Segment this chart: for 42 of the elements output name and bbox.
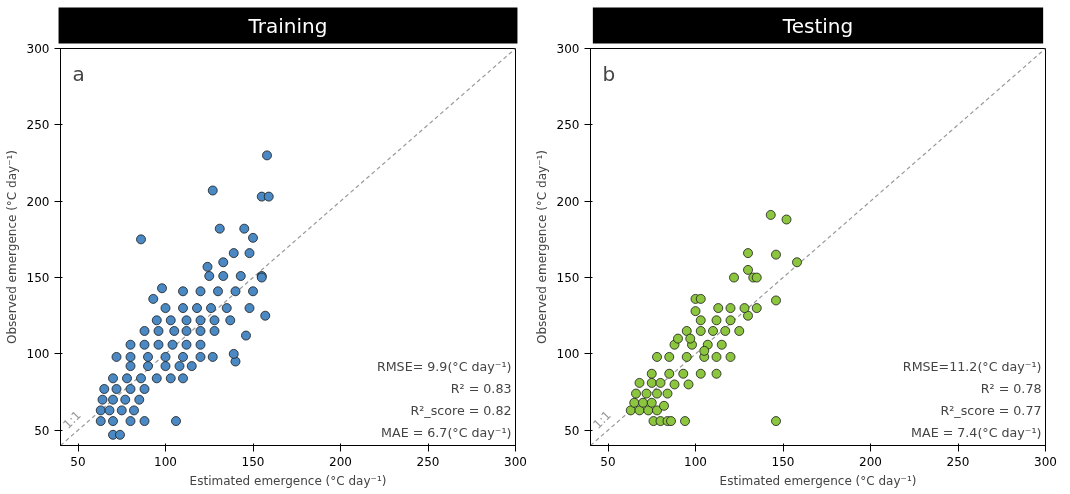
y-tick-label: 100: [556, 347, 580, 362]
annotation: RMSE=11.2(°C day⁻¹): [902, 358, 1042, 374]
x-tick-label: 50: [600, 454, 616, 469]
x-tick-label: 100: [684, 454, 707, 469]
annotation: MAE = 7.4(°C day⁻¹): [911, 424, 1042, 440]
text: 1:1: [590, 408, 614, 432]
x-tick-label: 200: [859, 454, 882, 469]
text: 1:1: [60, 408, 84, 432]
x-axis-title: Estimated emergence (°C day⁻¹): [189, 473, 387, 488]
x-tick-label: 250: [416, 454, 440, 469]
y-axis-title: Observed emergence (°C day⁻¹): [534, 150, 549, 344]
annotation: R² = 0.78: [980, 380, 1042, 396]
chart-title: Training: [247, 13, 328, 38]
x-tick-label: 150: [771, 454, 795, 469]
x-tick-label: 50: [70, 454, 86, 469]
x-axis-title: Estimated emergence (°C day⁻¹): [719, 473, 917, 488]
annotation: R²_score = 0.77: [940, 402, 1042, 418]
annotation: b: [602, 61, 616, 86]
chart-title: Testing: [781, 13, 854, 38]
y-tick-label: 300: [556, 42, 580, 56]
y-tick-label: 50: [564, 423, 580, 438]
annotation: R² = 0.83: [450, 380, 512, 396]
y-tick-label: 200: [26, 194, 50, 209]
x-tick-label: 250: [946, 454, 970, 469]
annotation: RMSE= 9.9(°C day⁻¹): [376, 358, 512, 374]
y-axis-title: Observed emergence (°C day⁻¹): [4, 150, 19, 344]
y-tick-label: 50: [34, 423, 50, 438]
x-tick-label: 300: [504, 454, 527, 469]
x-tick-label: 300: [1034, 454, 1057, 469]
annotation: MAE = 6.7(°C day⁻¹): [381, 424, 512, 440]
y-tick-label: 300: [26, 42, 50, 56]
annotation: a: [72, 61, 85, 86]
x-tick-label: 150: [241, 454, 265, 469]
x-tick-label: 200: [329, 454, 352, 469]
y-tick-label: 200: [556, 194, 580, 209]
x-tick-label: 100: [154, 454, 177, 469]
y-tick-label: 150: [556, 271, 580, 286]
y-tick-label: 250: [556, 118, 580, 133]
annotation: R²_score = 0.82: [410, 402, 512, 418]
y-tick-label: 150: [26, 271, 50, 286]
y-tick-label: 250: [26, 118, 50, 133]
y-tick-label: 100: [26, 347, 50, 362]
